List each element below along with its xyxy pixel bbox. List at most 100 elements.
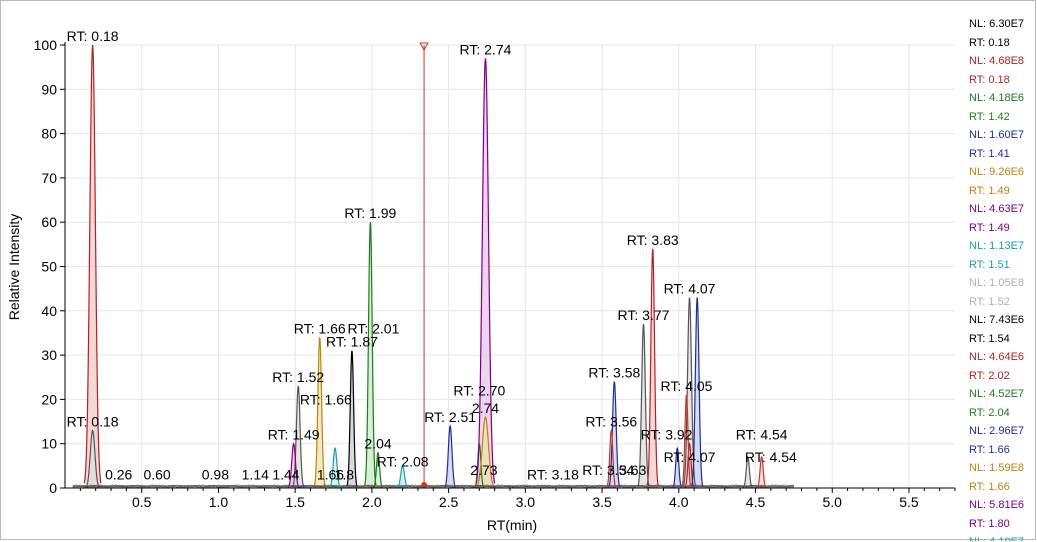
axes (60, 42, 956, 493)
peak-label: RT: 3.54 (582, 462, 634, 478)
peak-label: RT: 2.51 (424, 409, 476, 425)
y-tick-label: 10 (41, 436, 57, 452)
legend-nl-1: NL: 4.68E8 (969, 55, 1025, 67)
peak-label: RT: 3.83 (627, 232, 679, 248)
peak-label: RT: 1.87 (326, 334, 378, 350)
x-tick-labels: 0.5 1.0 1.5 2.0 2.5 3.0 3.5 4.0 4.5 5.0 5.5 (132, 494, 919, 510)
legend-rt-4: RT: 1.49 (969, 184, 1010, 197)
peak-label: 1.44 (272, 467, 299, 483)
legend-nl-4: NL: 9.26E6 (969, 166, 1025, 178)
y-tick-label: 20 (41, 391, 57, 407)
peak-label: 0.26 (105, 467, 132, 483)
legend-nl-10: NL: 4.52E7 (969, 388, 1025, 400)
legend-rt-5: RT: 1.49 (969, 221, 1010, 234)
peak-trace (85, 429, 100, 488)
y-tick-label: 60 (41, 214, 57, 230)
y-tick-labels: 0 10 20 30 40 50 60 70 80 90 100 (34, 37, 58, 496)
peak-trace (646, 248, 659, 486)
y-tick-label: 40 (41, 303, 57, 319)
legend-rt-12: RT: 1.66 (969, 480, 1010, 493)
y-tick-label: 90 (41, 81, 57, 97)
legend-rt-7: RT: 1.52 (969, 295, 1010, 308)
peak-trace (475, 58, 496, 484)
peak-label: RT: 0.18 (67, 28, 119, 44)
peak-label: RT: 2.08 (377, 453, 429, 469)
y-tick-label: 0 (49, 480, 57, 496)
legend-rt-10: RT: 2.04 (969, 406, 1010, 419)
legend-rt-0: RT: 0.18 (969, 36, 1010, 49)
peak-trace (756, 455, 767, 489)
peak-labels: RT: 0.18 RT: 0.18 0.26 0.60 0.98 1.14 1.44 RT: … (67, 28, 797, 483)
peak-trace (83, 44, 102, 484)
legend-rt-8: RT: 1.54 (969, 332, 1010, 345)
peak-label: 0.60 (143, 467, 170, 483)
x-tick-label: 4.5 (746, 494, 766, 510)
peak-label: RT: 2.70 (453, 382, 505, 398)
peak-trace (637, 323, 650, 487)
peak-trace (742, 455, 753, 489)
marker-triangle (419, 42, 429, 52)
peak-label: RT: 4.54 (745, 449, 797, 465)
grid-lines (65, 44, 955, 489)
peak-label: RT: 1.66 (300, 391, 352, 407)
legend-rt-1: RT: 0.18 (969, 73, 1010, 86)
peak-label: RT: 3.58 (588, 365, 640, 381)
peak-label: RT: 2.01 (347, 320, 399, 336)
peak-trace (313, 337, 326, 487)
x-tick-label: 2.5 (439, 494, 459, 510)
peak-trace (606, 428, 617, 488)
y-tick-label: 30 (41, 347, 57, 363)
x-tick-label: 1.0 (209, 494, 229, 510)
peak-label: RT: 3.92 (641, 427, 693, 443)
peak-label: RT: 1.49 (268, 427, 320, 443)
legend-rt-3: RT: 1.41 (969, 147, 1010, 160)
peak-label: RT: 4.54 (736, 427, 788, 443)
x-tick-label: 5.0 (823, 494, 843, 510)
legend-nl-2: NL: 4.18E6 (969, 92, 1025, 104)
peak-label: 3.63 (619, 462, 646, 478)
x-tick-label: 3.5 (592, 494, 612, 510)
legend-nl-6: NL: 1.13E7 (969, 240, 1025, 252)
peak-label: RT: 4.07 (664, 281, 716, 297)
x-tick-label: 5.5 (899, 494, 919, 510)
peak-label: 2.73 (470, 462, 497, 478)
retention-marker (419, 42, 429, 488)
legend-nl-8: NL: 7.43E6 (969, 314, 1025, 326)
peak-label: RT: 2.74 (460, 41, 512, 57)
baseline-trace (72, 484, 794, 489)
peak-trace (608, 381, 621, 488)
y-tick-label: 70 (41, 170, 57, 186)
trace-legend: NL: 6.30E7 RT: 0.18 NL: 4.68E8 RT: 0.18 NL: … (969, 15, 1035, 541)
x-tick-label: 1.5 (285, 494, 305, 510)
peak-trace (287, 442, 300, 488)
peak-label: RT: 1.52 (272, 369, 324, 385)
peak-label: 1.66 (317, 467, 344, 483)
legend-rt-11: RT: 1.66 (969, 443, 1010, 456)
legend-rt-2: RT: 1.42 (969, 110, 1010, 123)
x-axis-title: RT(min) (487, 517, 537, 533)
peak-label: 0.98 (202, 467, 229, 483)
peak-trace (475, 415, 496, 488)
peak-label: 2.04 (364, 436, 391, 452)
peak-trace (329, 446, 341, 489)
peak-label: RT: 3.18 (527, 467, 579, 483)
peak-label: RT: 1.66 (294, 320, 346, 336)
legend-nl-5: NL: 4.63E7 (969, 203, 1025, 215)
legend-rt-9: RT: 2.02 (969, 369, 1010, 382)
peak-trace (373, 451, 384, 489)
peak-trace (364, 222, 377, 486)
peak-label: RT: 4.07 (664, 449, 716, 465)
peak-label: RT: 3.77 (618, 307, 670, 323)
legend-nl-3: NL: 1.60E7 (969, 129, 1025, 141)
x-tick-label: 0.5 (132, 494, 152, 510)
peak-label: 1.8 (335, 467, 355, 483)
peak-label: RT: 1.99 (344, 205, 396, 221)
peak-trace (346, 350, 358, 487)
peak-trace (672, 446, 683, 488)
x-tick-label: 3.0 (516, 494, 536, 510)
y-tick-label: 80 (41, 126, 57, 142)
peak-trace (292, 385, 305, 488)
x-tick-label: 4.0 (669, 494, 689, 510)
y-axis-title: Relative Intensity (6, 214, 22, 321)
